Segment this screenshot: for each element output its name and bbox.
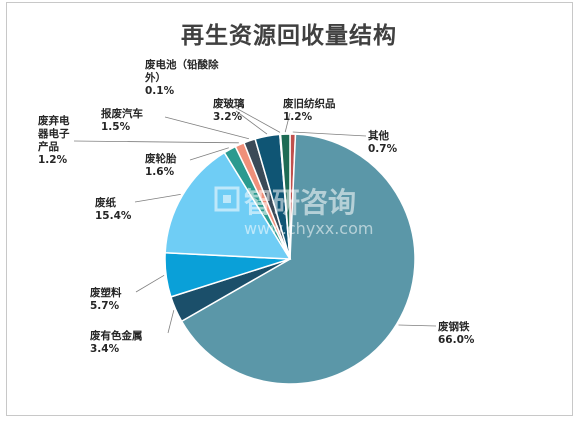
slice-name: 废纸 [95, 196, 116, 209]
leader-line [284, 112, 291, 133]
leader-line [135, 274, 165, 293]
slice-label: 废电池（铅酸除外） 0.1% [144, 58, 219, 97]
slice-label: 废钢铁 66.0% [438, 320, 475, 346]
slice-label: 废玻璃 3.2% [213, 97, 245, 123]
slice-percent: 1.5% [101, 121, 131, 133]
slice-percent: 0.7% [368, 143, 398, 155]
slice-label: 废有色金属 3.4% [90, 329, 143, 355]
pie-slice [164, 151, 292, 260]
leader-line [73, 140, 239, 144]
chart-title: 再生资源回收量结构 [181, 23, 397, 49]
leader-line [398, 324, 437, 327]
leader-line [189, 147, 229, 161]
slice-percent: 1.2% [283, 111, 313, 123]
slice-percent: 3.4% [90, 343, 120, 355]
slice-percent: 15.4% [95, 210, 132, 222]
slice-label: 报废汽车 1.5% [101, 107, 143, 133]
slice-percent: 1.2% [38, 154, 68, 166]
slice-percent: 66.0% [438, 334, 475, 346]
watermark-logo-icon [214, 186, 240, 212]
slice-name: 报废汽车 [101, 107, 143, 120]
pie-slice [180, 133, 416, 385]
slice-label: 废弃电器电子产品 1.2% [37, 114, 70, 166]
slice-name: 废塑料 [90, 286, 122, 299]
slice-percent: 3.2% [213, 111, 243, 123]
slice-name: 废旧纺织品 [283, 97, 336, 110]
slice-name: 其他 [368, 129, 389, 142]
slice-label: 废塑料 5.7% [90, 286, 122, 312]
watermark-url: www.chyxx.com [244, 219, 373, 238]
slice-name: 废玻璃 [213, 97, 245, 110]
leader-line [164, 116, 250, 140]
slice-name: 外） [144, 71, 166, 84]
leader-line [292, 131, 367, 137]
leader-line [167, 310, 175, 334]
slice-name: 器电子 [37, 127, 70, 140]
slice-label: 废轮胎 1.6% [145, 152, 177, 178]
slice-name: 产品 [38, 140, 59, 153]
leader-line [134, 194, 181, 203]
slice-percent: 5.7% [90, 300, 120, 312]
pie-slice [279, 133, 291, 260]
slice-label: 废纸 15.4% [95, 196, 132, 222]
slice-label: 其他 0.7% [368, 129, 398, 155]
leader-lines [73, 97, 437, 334]
watermark-brand: 智研咨询 [244, 186, 356, 219]
slice-labels: 其他 0.7% 废钢铁 66.0% 废有色金属 3.4% 废塑料 5.7% 废纸 15.4% 废轮胎… [37, 58, 475, 355]
pie-slices [164, 133, 416, 385]
slice-percent: 1.6% [145, 166, 175, 178]
slice-name: 废弃电 [38, 114, 70, 127]
slice-name: 废有色金属 [90, 329, 143, 342]
slice-name: 废电池（铅酸除 [145, 58, 219, 71]
slice-label: 废旧纺织品 1.2% [283, 97, 336, 123]
slice-name: 废钢铁 [438, 320, 470, 333]
watermark: 智研咨询 www.chyxx.com [214, 186, 373, 238]
leader-line [217, 97, 281, 133]
slice-percent: 0.1% [145, 85, 175, 97]
leader-line [235, 110, 268, 135]
slice-name: 废轮胎 [145, 152, 177, 165]
